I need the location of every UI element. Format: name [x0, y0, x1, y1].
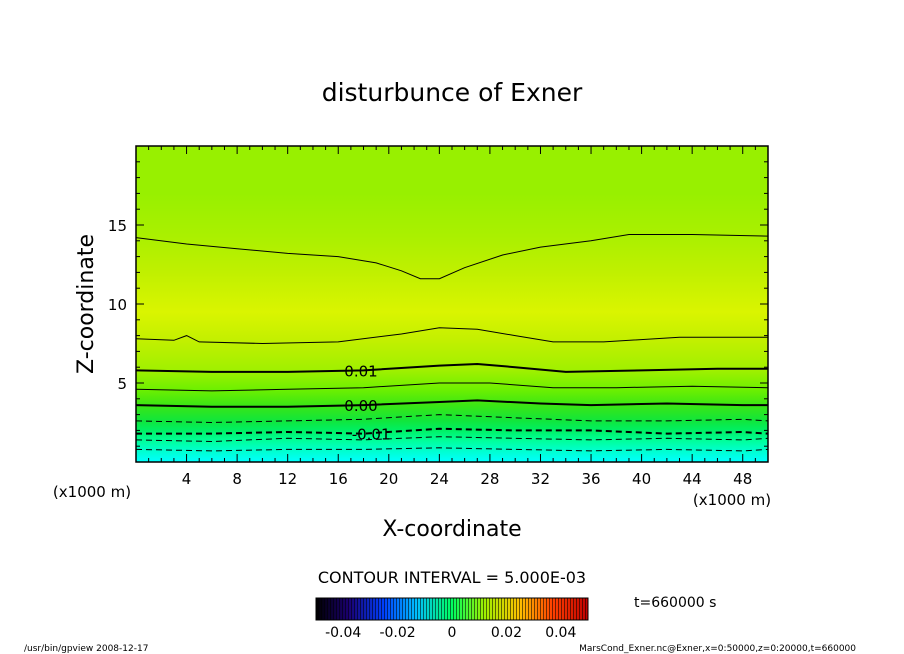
x-tick-label: 8 — [232, 470, 242, 488]
contour-lines — [136, 234, 768, 452]
contour-label-1: 0.00 — [344, 397, 377, 415]
x-tick-label: 48 — [733, 470, 752, 488]
colorbar-frame — [315, 597, 589, 621]
y-axis-ticks: 5 10 15 — [108, 161, 768, 447]
x-tick-label: 32 — [531, 470, 550, 488]
x-tick-label: 16 — [329, 470, 348, 488]
contour-line-8 — [136, 234, 768, 280]
contour-line-2 — [136, 427, 768, 435]
colorbar-tick-label: 0 — [448, 625, 457, 641]
x-axis-unit-left: (x1000 m) — [53, 483, 131, 501]
colorbar-tick-label: -0.04 — [325, 625, 361, 641]
contour-line-1 — [136, 436, 768, 443]
colorbar-tick-label: 0.04 — [545, 625, 576, 641]
x-tick-label: 12 — [278, 470, 297, 488]
x-tick-label: 40 — [632, 470, 651, 488]
contour-line-7 — [136, 327, 768, 345]
x-tick-label: 4 — [182, 470, 192, 488]
contour-field — [136, 146, 768, 462]
x-tick-label: 36 — [581, 470, 600, 488]
y-tick-label: 10 — [108, 296, 127, 314]
x-axis-ticks: 4 8 12 16 20 24 28 32 36 40 44 48 — [148, 146, 756, 488]
x-tick-label: 28 — [480, 470, 499, 488]
y-tick-label: 15 — [108, 217, 127, 235]
footer-left: /usr/bin/gpview 2008-12-17 — [24, 644, 148, 654]
contour-line-6 — [136, 362, 768, 373]
x-axis-unit-right: (x1000 m) — [693, 491, 771, 509]
contour-line-5 — [136, 382, 768, 392]
y-axis-label: Z-coordinate — [74, 234, 99, 374]
x-tick-label: 24 — [430, 470, 449, 488]
colorbar-hatch — [316, 598, 588, 620]
x-tick-label: 44 — [683, 470, 702, 488]
y-tick-label: 5 — [117, 375, 127, 393]
contour-label-2: -0.01 — [352, 426, 391, 444]
chart-title: disturbunce of Exner — [322, 78, 583, 107]
contour-line-0 — [136, 447, 768, 452]
time-label: t=660000 s — [634, 595, 716, 611]
colorbar-ticks: -0.04 -0.02 0 0.02 0.04 — [325, 625, 576, 641]
contour-labels: 0.01 0.00 -0.01 — [344, 362, 391, 444]
contour-line-3 — [136, 414, 768, 424]
x-tick-label: 20 — [379, 470, 398, 488]
footer-right: MarsCond_Exner.nc@Exner,x=0:50000,z=0:20… — [579, 644, 856, 654]
contour-label-0: 0.01 — [344, 362, 377, 380]
colorbar-tick-label: 0.02 — [491, 625, 522, 641]
x-axis-label: X-coordinate — [382, 517, 521, 542]
colorbar-tick-label: -0.02 — [379, 625, 415, 641]
contour-interval: CONTOUR INTERVAL = 5.000E-03 — [318, 568, 586, 587]
contour-line-4 — [136, 399, 768, 408]
